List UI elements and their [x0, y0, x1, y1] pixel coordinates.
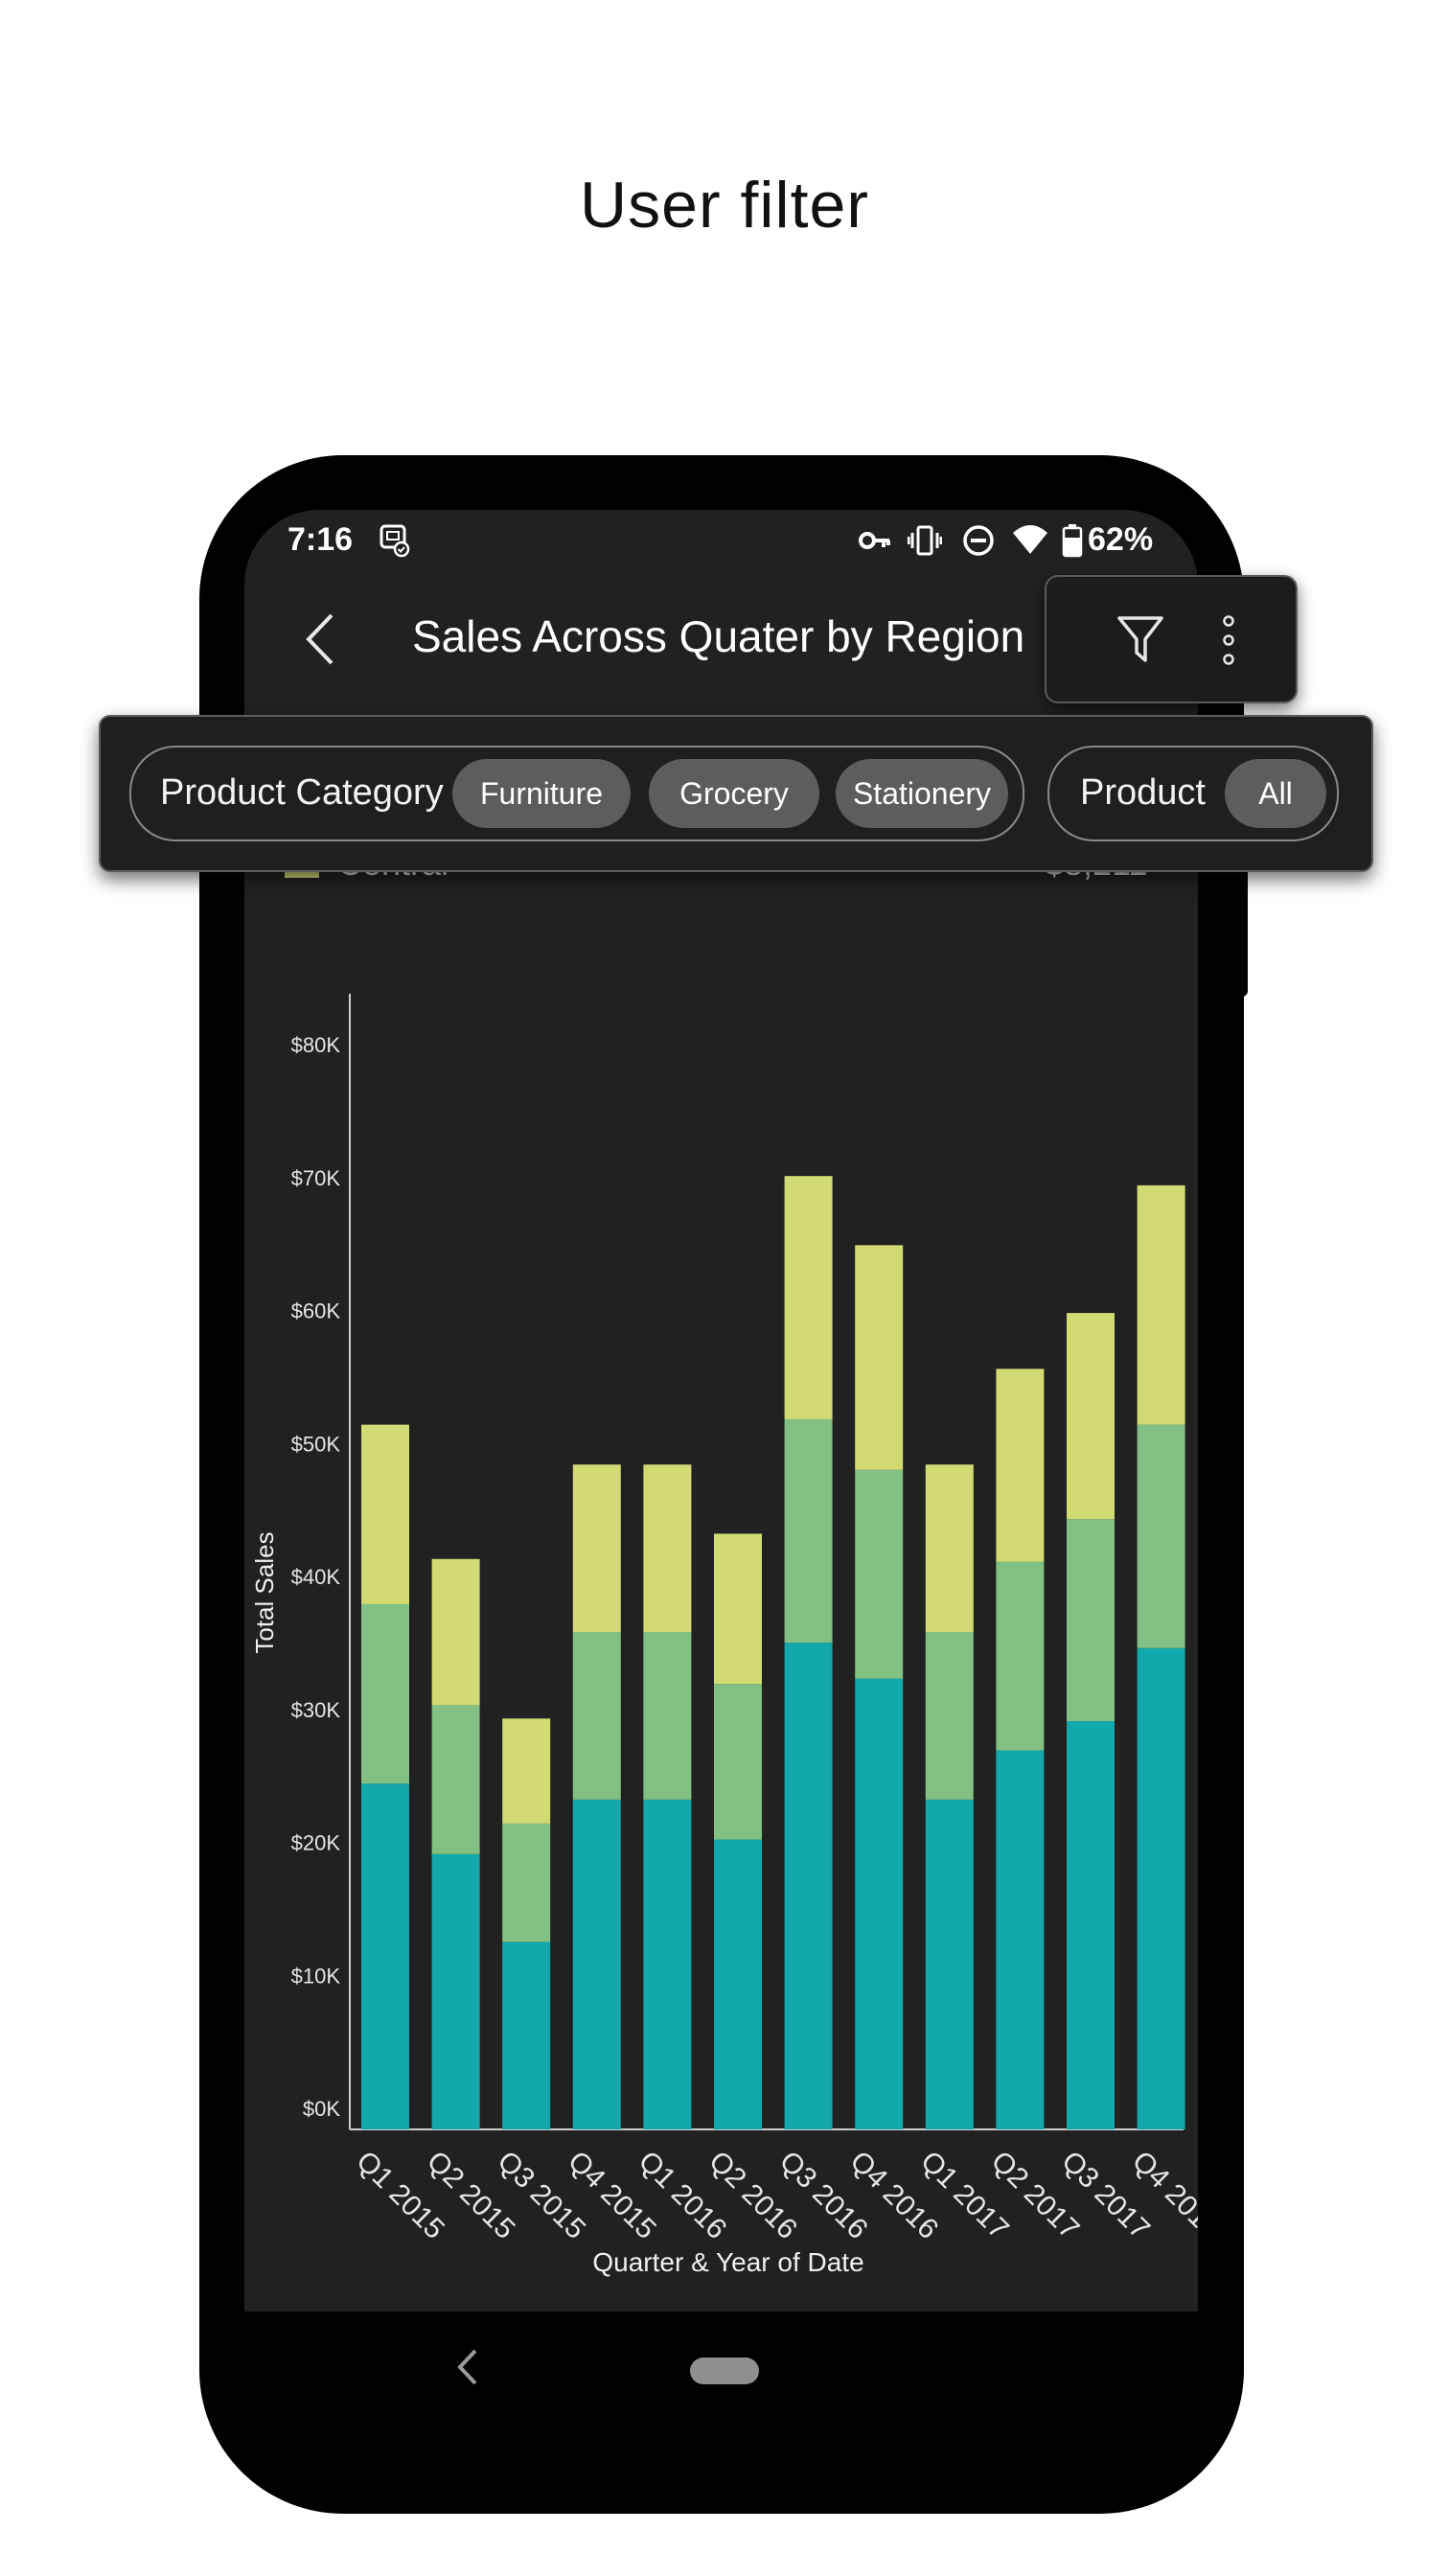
- nav-home-button[interactable]: [690, 2358, 759, 2384]
- y-tick-label: $60K: [291, 1300, 341, 1323]
- y-axis-title: Total Sales: [250, 1531, 279, 1653]
- chip-stationery[interactable]: Stationery: [836, 759, 1008, 828]
- chip-furniture[interactable]: Furniture: [452, 759, 631, 828]
- bar-segment: [431, 1558, 480, 1706]
- vibrate-icon: [908, 525, 942, 556]
- shield-check-icon: [380, 524, 410, 558]
- bar-segment: [572, 1632, 621, 1800]
- bar-segment: [361, 1424, 409, 1604]
- y-tick-label: $30K: [291, 1698, 341, 1722]
- bar-segment: [1067, 1313, 1115, 1520]
- battery-icon: [1062, 524, 1083, 558]
- bar-segment: [1067, 1721, 1115, 2129]
- x-axis-title: Quarter & Year of Date: [592, 2247, 863, 2277]
- y-tick-label: $70K: [291, 1166, 341, 1190]
- bar-segment: [714, 1533, 762, 1685]
- bar-segment: [784, 1419, 833, 1644]
- bar-segment: [361, 1603, 409, 1784]
- bar-segment: [1137, 1184, 1185, 1425]
- bar-segment: [996, 1750, 1045, 2129]
- bar-segment: [431, 1705, 480, 1854]
- app-bar: Sales Across Quater by Region: [244, 572, 1198, 697]
- y-tick-label: $10K: [291, 1964, 341, 1988]
- bar-segment: [1137, 1647, 1185, 2129]
- bar-segment: [925, 1799, 974, 2129]
- bar-segment: [925, 1464, 974, 1633]
- do-not-disturb-icon: [963, 525, 994, 556]
- bar-segment: [996, 1561, 1045, 1751]
- page-title: Sales Across Quater by Region: [412, 611, 1025, 661]
- bar-segment: [1067, 1519, 1115, 1722]
- bar-segment: [784, 1176, 833, 1420]
- actions-popup: [1045, 575, 1298, 703]
- back-arrow-icon[interactable]: [297, 610, 345, 668]
- y-tick-label: $40K: [291, 1565, 341, 1589]
- filter-icon[interactable]: [1114, 610, 1167, 668]
- app-screen: 7:16 62% S: [244, 510, 1198, 2312]
- status-time: 7:16: [288, 521, 354, 558]
- bar-segment: [502, 1942, 551, 2129]
- bar-segment: [996, 1368, 1045, 1562]
- bar-segment: [714, 1684, 762, 1840]
- y-tick-label: $0K: [303, 2097, 340, 2121]
- chip-grocery[interactable]: Grocery: [649, 759, 819, 828]
- bar-segment: [361, 1783, 409, 2129]
- bar-segment: [643, 1464, 692, 1633]
- bar-segment: [502, 1823, 551, 1943]
- bar-segment: [784, 1643, 833, 2129]
- product-category-filter: Product Category Furniture Grocery Stati…: [129, 746, 1024, 841]
- bar-segment: [1137, 1424, 1185, 1648]
- page-caption: User filter: [580, 169, 869, 242]
- bar-segment: [643, 1632, 692, 1800]
- product-filter: Product All: [1047, 746, 1339, 841]
- more-vert-icon[interactable]: [1219, 613, 1238, 667]
- nav-back-icon[interactable]: [448, 2343, 487, 2391]
- bar-segment: [855, 1245, 904, 1470]
- bar-segment: [714, 1839, 762, 2129]
- bar-segment: [572, 1799, 621, 2129]
- bar-segment: [643, 1799, 692, 2129]
- wifi-icon: [1013, 525, 1047, 554]
- filter-bar: Product Category Furniture Grocery Stati…: [99, 715, 1373, 872]
- bar-segment: [572, 1464, 621, 1633]
- bar-segment: [855, 1469, 904, 1679]
- bar-segment: [925, 1632, 974, 1800]
- y-tick-label: $50K: [291, 1432, 341, 1456]
- bar-segment: [502, 1718, 551, 1824]
- battery-percent: 62%: [1088, 521, 1154, 558]
- chip-all[interactable]: All: [1225, 759, 1326, 828]
- status-bar: 7:16 62%: [244, 510, 1198, 572]
- product-category-label: Product Category: [160, 772, 444, 813]
- y-tick-label: $80K: [291, 1033, 341, 1057]
- bar-segment: [431, 1853, 480, 2129]
- y-tick-label: $20K: [291, 1831, 341, 1855]
- key-icon: [859, 532, 890, 549]
- product-label: Product: [1080, 772, 1206, 813]
- bar-segment: [855, 1678, 904, 2129]
